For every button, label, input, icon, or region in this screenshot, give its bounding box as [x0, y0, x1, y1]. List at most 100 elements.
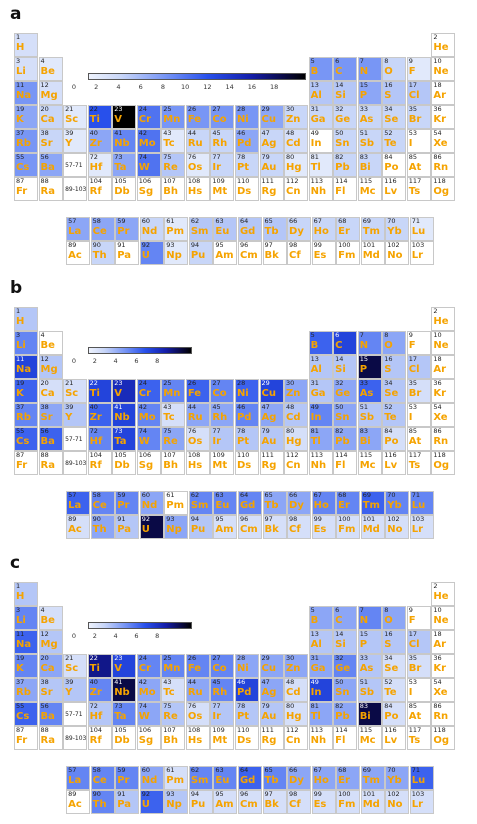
atomic-number: 70	[387, 766, 396, 774]
element-symbol: Sn	[335, 412, 350, 423]
atomic-number: 101	[362, 790, 376, 798]
element-cell-Fe: 26 Fe	[185, 105, 210, 129]
atomic-number: 101	[362, 241, 376, 249]
element-symbol: Pu	[190, 524, 206, 535]
element-symbol: Es	[313, 524, 327, 535]
element-symbol: As	[359, 663, 374, 674]
atomic-number: 14	[335, 355, 344, 363]
element-symbol: Co	[212, 663, 227, 674]
atomic-number: 51	[359, 678, 368, 686]
element-symbol: Ca	[40, 388, 55, 399]
element-symbol: Pm	[166, 500, 185, 511]
atomic-number: 32	[335, 379, 344, 387]
element-cell-Rg: 111 Rg	[259, 451, 284, 475]
element-symbol: Nb	[114, 412, 130, 423]
atomic-number: 90	[92, 515, 101, 523]
atomic-number: 56	[40, 153, 49, 161]
atomic-number: 52	[384, 678, 393, 686]
element-symbol: Md	[362, 524, 380, 535]
atomic-number: 41	[114, 403, 123, 411]
element-symbol: Xe	[433, 687, 448, 698]
colorbar-tick-label: 0	[71, 357, 77, 365]
atomic-number: 44	[187, 403, 197, 411]
element-symbol: Tl	[310, 162, 321, 173]
element-symbol: S	[384, 639, 392, 650]
element-symbol: U	[141, 524, 150, 535]
element-cell-Fl: 114 Fl	[333, 451, 358, 475]
atomic-number: 19	[16, 379, 25, 387]
element-cell-Ca: 20 Ca	[38, 654, 63, 678]
element-symbol: Fl	[335, 735, 346, 746]
element-cell-Be: 4 Be	[38, 57, 63, 81]
element-symbol: Ni	[236, 663, 249, 674]
element-symbol: K	[16, 114, 24, 125]
atomic-number: 7	[359, 606, 364, 614]
atomic-number: 80	[286, 153, 295, 161]
atomic-number: 98	[289, 790, 298, 798]
element-cell-Be: 4 Be	[38, 331, 63, 355]
element-symbol: Rn	[433, 436, 449, 447]
element-cell-U: 92 U	[139, 241, 164, 265]
atomic-number: 78	[236, 702, 246, 710]
atomic-number: 26	[187, 379, 197, 387]
element-symbol: Dy	[289, 226, 304, 237]
element-cell-Bh: 107 Bh	[161, 726, 186, 750]
element-symbol: Np	[166, 524, 182, 535]
element-cell-Tc: 43 Tc	[161, 403, 186, 427]
element-symbol: Gd	[239, 500, 256, 511]
element-cell-Tb: 65 Tb	[262, 491, 287, 515]
element-symbol: Ce	[92, 775, 107, 786]
element-cell-Th: 90 Th	[90, 790, 115, 814]
element-symbol: Bk	[264, 799, 279, 810]
element-symbol: Rf	[89, 186, 102, 197]
element-symbol: Mg	[40, 364, 58, 375]
element-cell-Fl: 114 Fl	[333, 177, 358, 201]
atomic-number: 26	[187, 105, 197, 113]
element-cell-Y: 39 Y	[63, 403, 88, 427]
atomic-number: 59	[117, 766, 126, 774]
atomic-number: 65	[264, 217, 273, 225]
atomic-number: 117	[408, 726, 422, 734]
element-cell-Hg: 80 Hg	[284, 702, 309, 726]
atomic-number: 52	[384, 403, 393, 411]
element-cell-Bk: 97 Bk	[262, 515, 287, 539]
atomic-number: 1	[16, 582, 21, 590]
atomic-number: 28	[236, 105, 246, 113]
element-symbol: Be	[40, 66, 55, 77]
atomic-number: 106	[138, 726, 152, 734]
element-symbol: Hg	[286, 436, 302, 447]
element-symbol: Al	[310, 364, 322, 375]
element-cell-Lv: 116 Lv	[382, 726, 407, 750]
atomic-number: 38	[40, 403, 49, 411]
element-cell-Ge: 32 Ge	[333, 654, 358, 678]
element-symbol: Ru	[187, 138, 203, 149]
element-symbol: H	[16, 316, 25, 327]
element-symbol: Ar	[433, 639, 447, 650]
element-cell-No: 102 No	[385, 515, 410, 539]
atomic-number: 4	[40, 57, 45, 65]
atomic-number: 88	[40, 726, 49, 734]
series-gap-label: 89-103	[63, 726, 88, 750]
element-cell-Er: 68 Er	[336, 217, 361, 241]
element-cell-Mn: 25 Mn	[161, 379, 186, 403]
atomic-number: 42	[138, 678, 148, 686]
element-cell-Rf: 104 Rf	[87, 451, 112, 475]
colorbar-tick-label: 8	[160, 83, 166, 91]
element-symbol: Sr	[40, 138, 53, 149]
element-symbol: Pd	[236, 412, 252, 423]
element-symbol: Np	[166, 250, 182, 261]
atomic-number: 109	[212, 726, 225, 734]
element-cell-Rb: 37 Rb	[14, 678, 38, 702]
element-cell-Sn: 50 Sn	[333, 678, 358, 702]
element-symbol: Mn	[163, 663, 181, 674]
atomic-number: 11	[16, 630, 25, 638]
atomic-number: 60	[141, 491, 151, 499]
element-symbol: Rh	[212, 138, 228, 149]
element-symbol: B	[310, 340, 319, 351]
element-symbol: Hf	[89, 436, 103, 447]
element-symbol: Lu	[411, 226, 426, 237]
atomic-number: 111	[261, 726, 274, 734]
atomic-number: 54	[433, 678, 442, 686]
